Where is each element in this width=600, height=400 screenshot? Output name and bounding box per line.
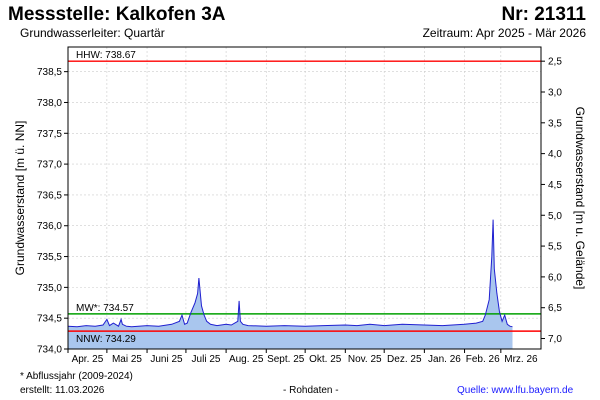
y-axis-left: 734,0 734,5 735,0 735,5 736,0 736,5 737,0 737,5… xyxy=(37,67,68,356)
y2-tick-label: 4,5 xyxy=(548,180,562,191)
aquifer-subtitle: Grundwasserleiter: Quartär xyxy=(20,26,165,40)
water-level-area xyxy=(68,219,513,349)
water-level-line xyxy=(67,219,513,328)
y-axis-title: Grundwasserstand [m ü. NN] xyxy=(13,121,27,276)
y2-tick-label: 4,0 xyxy=(548,149,562,160)
y-tick-label: 735,5 xyxy=(37,252,62,263)
x-tick-label: Jan. 26 xyxy=(428,354,461,365)
station-title: Messstelle: Kalkofen 3A xyxy=(8,4,226,25)
x-tick-label: Okt. 25 xyxy=(309,354,342,365)
x-tick-label: Sept. 25 xyxy=(267,354,305,365)
source-link[interactable]: Quelle: www.lfu.bayern.de xyxy=(457,385,574,396)
plot-background xyxy=(68,47,541,349)
x-tick-label: Aug. 25 xyxy=(229,354,264,365)
x-tick-label: Nov. 25 xyxy=(348,354,382,365)
created-date: erstellt: 11.03.2026 xyxy=(20,385,105,396)
y-tick-label: 738,0 xyxy=(37,98,62,109)
y2-tick-label: 7,0 xyxy=(548,334,562,345)
x-tick-label: Juni 25 xyxy=(150,354,183,365)
y2-tick-label: 3,0 xyxy=(548,87,562,98)
y-tick-label: 737,5 xyxy=(37,129,62,140)
y-tick-label: 737,0 xyxy=(37,160,62,171)
y2-tick-label: 6,5 xyxy=(548,303,562,314)
y-tick-label: 736,5 xyxy=(37,190,62,201)
x-tick-label: Juli 25 xyxy=(192,354,221,365)
y2-tick-label: 3,5 xyxy=(548,118,562,129)
y-tick-label: 734,0 xyxy=(37,345,62,356)
x-tick-label: Apr. 25 xyxy=(72,354,104,365)
x-tick-label: Dez. 25 xyxy=(387,354,422,365)
reference-lines: HHW: 738.67 MW*: 734.57 NNW: 734.29 xyxy=(68,50,541,345)
ref-line-label: HHW: 738.67 xyxy=(76,50,136,61)
y2-tick-label: 6,0 xyxy=(548,272,562,283)
data-type-label: - Rohdaten - xyxy=(283,385,339,396)
y2-tick-label: 5,0 xyxy=(548,211,562,222)
y-axis-right: 2,5 3,0 3,5 4,0 4,5 5,0 5,5 6,0 6,5 7,0 xyxy=(541,57,562,345)
y-tick-label: 738,5 xyxy=(37,67,62,78)
plot-frame xyxy=(67,46,542,350)
y2-axis-title: Grundwasserstand [m u. Gelände] xyxy=(573,107,587,290)
ref-line-label: NNW: 734.29 xyxy=(76,334,136,345)
ref-line-label: MW*: 734.57 xyxy=(76,303,134,314)
y-tick-label: 736,0 xyxy=(37,221,62,232)
x-tick-label: Mrz. 26 xyxy=(504,354,538,365)
period-label: Zeitraum: Apr 2025 - Mär 2026 xyxy=(422,26,586,40)
x-axis: Apr. 25 Mai 25 Juni 25 Juli 25 Aug. 25 Sept. … xyxy=(67,349,538,365)
footnote: * Abflussjahr (2009-2024) xyxy=(20,371,133,382)
y2-tick-label: 2,5 xyxy=(548,57,562,68)
x-tick-label: Feb. 26 xyxy=(466,354,500,365)
y-tick-label: 734,5 xyxy=(37,314,62,325)
station-number: Nr: 21311 xyxy=(501,4,586,25)
x-tick-label: Mai 25 xyxy=(112,354,142,365)
y-tick-label: 735,0 xyxy=(37,283,62,294)
y2-tick-label: 5,5 xyxy=(548,242,562,253)
